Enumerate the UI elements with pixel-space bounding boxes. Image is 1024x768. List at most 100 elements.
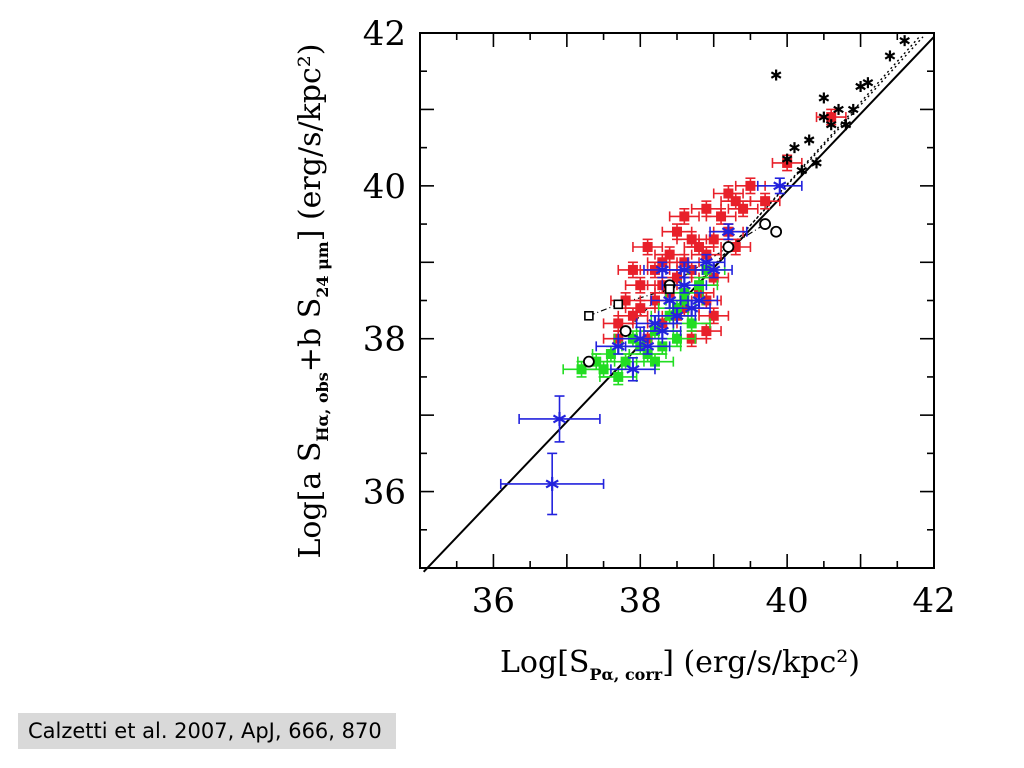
citation-label: Calzetti et al. 2007, ApJ, 666, 870 [18,713,396,749]
series-black-circle [582,218,783,368]
data-point [642,242,653,252]
data-point [723,188,734,199]
data-point [701,203,712,214]
asterisk-stroke [803,136,815,144]
data-point [591,356,602,367]
y-tick-label: 36 [363,473,406,513]
asterisk-stroke [899,36,910,45]
data-point [760,196,771,207]
asterisk-stroke [707,265,721,275]
y-axis-title: Log[a SHα, obs+b S24 μm] (erg/s/kpc²) [293,43,332,558]
asterisk-stroke [840,121,852,129]
data-points [499,35,910,516]
asterisk-marker [833,103,844,115]
y-tick-label: 40 [363,167,406,207]
data-point [620,295,631,306]
asterisk-stroke [641,341,655,351]
data-point [745,180,756,191]
data-point [679,211,690,222]
asterisk-marker [721,224,736,239]
asterisk-marker [796,165,808,177]
data-point [613,371,624,382]
asterisk-stroke [818,113,830,121]
asterisk-marker [855,81,866,92]
data-point [686,318,697,329]
data-point [770,225,783,238]
asterisk-marker [677,278,691,293]
asterisk-marker [655,324,669,339]
data-point [627,310,638,321]
asterisk-marker [899,35,910,47]
x-tick-label: 42 [912,581,955,621]
asterisk-stroke [796,166,808,175]
asterisk-marker [818,111,830,123]
asterisk-marker [707,262,721,277]
x-tick-label: 40 [766,581,809,621]
asterisk-stroke [818,94,830,102]
asterisk-stroke [611,341,625,351]
series-black-square-open [584,284,675,321]
data-point [738,203,749,214]
data-point [672,333,682,344]
asterisk-stroke [655,326,669,336]
asterisk-marker [884,50,896,62]
scatter-plot: 36 38 40 42 36 38 40 42 Log[SPα, corr] (erg/s/k… [293,14,956,684]
asterisk-marker [663,293,677,308]
asterisk-stroke [685,303,699,313]
asterisk-stroke [626,364,640,374]
data-point [759,218,772,230]
data-point [664,284,675,294]
data-point [730,196,741,207]
asterisk-marker [692,293,706,308]
data-point [722,241,735,253]
asterisk-marker [626,362,640,377]
data-point [613,318,624,329]
x-axis-title: Log[SPα, corr] (erg/s/kpc²) [500,645,860,684]
asterisk-marker [552,411,567,426]
data-point [664,249,675,260]
fit-line-dotted [713,36,920,267]
asterisk-stroke [847,105,859,114]
asterisk-stroke [721,227,736,237]
tick-labels: 36 38 40 42 36 38 40 42 [363,14,956,621]
asterisk-stroke [677,280,691,290]
y-tick-label: 42 [363,14,406,54]
asterisk-marker [699,255,713,270]
data-point [708,310,719,321]
asterisk-stroke [855,82,866,91]
data-point [598,364,609,375]
data-point [620,356,631,367]
asterisk-marker [825,119,837,131]
asterisk-marker [685,301,699,316]
asterisk-stroke [811,159,822,167]
data-point [582,355,595,368]
asterisk-marker [840,119,852,131]
asterisk-marker [670,308,684,323]
data-point [635,303,646,314]
asterisk-marker [818,92,830,104]
asterisk-stroke [545,479,559,489]
data-point [730,242,741,252]
asterisk-stroke [552,414,567,424]
asterisk-stroke [862,78,874,87]
data-point [605,349,616,359]
asterisk-stroke [692,296,706,305]
asterisk-marker [803,134,815,146]
asterisk-stroke [884,52,896,60]
asterisk-stroke [781,155,793,163]
asterisk-stroke [789,143,800,152]
asterisk-marker [655,262,669,277]
asterisk-marker [773,178,787,193]
data-point [701,326,712,337]
axis-ticks [419,32,935,569]
asterisk-stroke [670,311,684,321]
data-point [576,364,587,375]
data-point [635,280,646,291]
asterisk-stroke [663,296,677,305]
asterisk-marker [641,339,655,354]
data-point [826,112,837,123]
data-point [672,272,682,283]
data-point [672,226,682,237]
y-tick-label: 38 [363,320,406,360]
asterisk-marker [847,103,859,115]
